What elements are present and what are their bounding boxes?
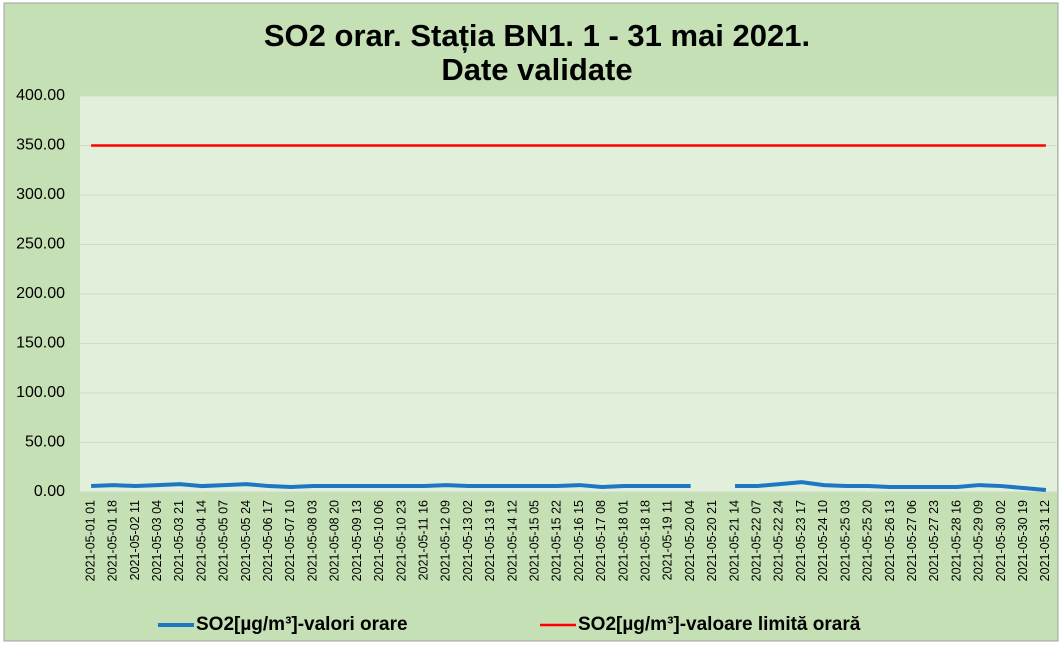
chart-title: SO2 orar. Stația BN1. 1 - 31 mai 2021.	[264, 18, 810, 53]
x-tick-label: 2021-05-03 21	[172, 500, 186, 581]
x-tick-label: 2021-05-21 14	[727, 500, 741, 581]
x-tick-label: 2021-05-04 14	[194, 500, 208, 581]
x-tick-label: 2021-05-29 09	[972, 500, 986, 581]
y-tick-label: 300.00	[16, 186, 65, 203]
legend-label: SO2[µg/m³]-valoare limită orară	[578, 614, 861, 635]
y-tick-label: 150.00	[16, 335, 65, 352]
x-tick-label: 2021-05-25 03	[838, 500, 852, 581]
x-tick-label: 2021-05-01 01	[83, 500, 97, 581]
y-tick-label: 200.00	[16, 285, 65, 302]
x-tick-label: 2021-05-18 01	[616, 500, 630, 581]
x-tick-label: 2021-05-10 23	[394, 500, 408, 581]
x-tick-label: 2021-05-10 06	[372, 500, 386, 581]
y-tick-label: 0.00	[34, 483, 65, 500]
x-tick-label: 2021-05-02 11	[128, 500, 142, 580]
x-tick-label: 2021-05-30 19	[1016, 500, 1030, 581]
x-tick-label: 2021-05-22 24	[772, 500, 786, 581]
x-tick-label: 2021-05-05 24	[239, 500, 253, 581]
x-tick-label: 2021-05-31 12	[1038, 500, 1052, 581]
x-tick-label: 2021-05-25 20	[861, 500, 875, 581]
x-tick-label: 2021-05-03 04	[150, 500, 164, 581]
legend-label: SO2[µg/m³]-valori orare	[196, 614, 408, 635]
x-tick-label: 2021-05-01 18	[106, 500, 120, 581]
x-tick-label: 2021-05-28 16	[949, 500, 963, 581]
x-tick-label: 2021-05-27 06	[905, 500, 919, 581]
x-tick-label: 2021-05-15 22	[550, 500, 564, 581]
x-tick-label: 2021-05-30 02	[994, 500, 1008, 581]
y-tick-label: 400.00	[16, 87, 65, 104]
x-tick-label: 2021-05-08 03	[305, 500, 319, 581]
x-tick-label: 2021-05-16 15	[572, 500, 586, 581]
x-tick-label: 2021-05-22 07	[750, 500, 764, 581]
x-tick-label: 2021-05-07 10	[283, 500, 297, 581]
x-tick-label: 2021-05-15 05	[527, 500, 541, 581]
x-tick-label: 2021-05-13 02	[461, 500, 475, 581]
x-tick-label: 2021-05-20 04	[683, 500, 697, 581]
x-tick-label: 2021-05-08 20	[328, 500, 342, 581]
x-tick-label: 2021-05-27 23	[927, 500, 941, 581]
x-tick-label: 2021-05-06 17	[261, 500, 275, 581]
x-tick-label: 2021-05-14 12	[505, 500, 519, 581]
y-tick-label: 350.00	[16, 137, 65, 154]
x-tick-label: 2021-05-09 13	[350, 500, 364, 581]
x-tick-label: 2021-05-13 19	[483, 500, 497, 581]
x-tick-label: 2021-05-23 17	[794, 500, 808, 581]
x-tick-label: 2021-05-17 08	[594, 500, 608, 581]
x-tick-label: 2021-05-19 11	[661, 500, 675, 580]
x-tick-label: 2021-05-24 10	[816, 500, 830, 581]
x-tick-label: 2021-05-18 18	[639, 500, 653, 581]
x-tick-label: 2021-05-26 13	[883, 500, 897, 581]
data-line	[91, 480, 1047, 493]
chart-title: Date validate	[441, 52, 632, 87]
y-tick-label: 100.00	[16, 384, 65, 401]
y-tick-label: 250.00	[16, 236, 65, 253]
x-tick-label: 2021-05-11 16	[416, 500, 430, 580]
x-tick-label: 2021-05-20 21	[705, 500, 719, 581]
y-tick-label: 50.00	[25, 434, 65, 451]
x-tick-label: 2021-05-12 09	[439, 500, 453, 581]
x-tick-label: 2021-05-05 07	[217, 500, 231, 581]
